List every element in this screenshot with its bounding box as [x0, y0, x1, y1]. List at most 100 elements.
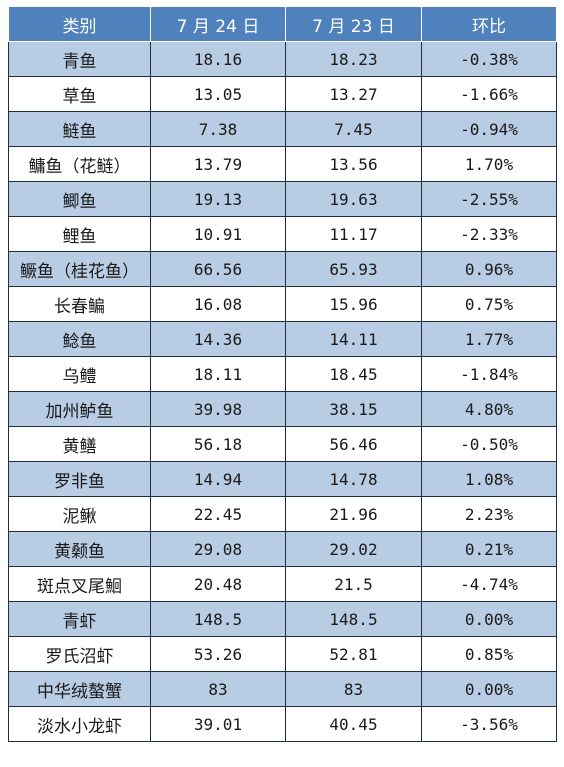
- table-row: 斑点叉尾鮰 20.48 21.5 -4.74%: [8, 566, 557, 602]
- cell-change: -0.94%: [421, 111, 557, 147]
- table-row: 淡水小龙虾 39.01 40.45 -3.56%: [8, 706, 557, 742]
- cell-change: 0.00%: [421, 671, 557, 707]
- cell-change: -1.66%: [421, 76, 557, 112]
- cell-price-jul24: 66.56: [150, 251, 286, 287]
- table-row: 罗氏沼虾 53.26 52.81 0.85%: [8, 636, 557, 672]
- cell-category: 青鱼: [8, 41, 151, 77]
- cell-category: 加州鲈鱼: [8, 391, 151, 427]
- cell-price-jul23: 13.56: [285, 146, 422, 182]
- cell-category: 鲤鱼: [8, 216, 151, 252]
- header-date-jul24: 7 月 24 日: [150, 6, 286, 42]
- cell-price-jul23: 11.17: [285, 216, 422, 252]
- cell-change: -2.33%: [421, 216, 557, 252]
- cell-price-jul23: 148.5: [285, 601, 422, 637]
- cell-price-jul23: 15.96: [285, 286, 422, 322]
- table-row: 长春鳊 16.08 15.96 0.75%: [8, 286, 557, 322]
- cell-price-jul24: 83: [150, 671, 286, 707]
- table-row: 黄鳝 56.18 56.46 -0.50%: [8, 426, 557, 462]
- cell-category: 黄颡鱼: [8, 531, 151, 567]
- cell-price-jul23: 65.93: [285, 251, 422, 287]
- cell-price-jul23: 52.81: [285, 636, 422, 672]
- cell-price-jul23: 29.02: [285, 531, 422, 567]
- cell-category: 青虾: [8, 601, 151, 637]
- cell-change: 0.96%: [421, 251, 557, 287]
- table-row: 加州鲈鱼 39.98 38.15 4.80%: [8, 391, 557, 427]
- cell-price-jul24: 7.38: [150, 111, 286, 147]
- cell-price-jul24: 29.08: [150, 531, 286, 567]
- cell-category: 罗氏沼虾: [8, 636, 151, 672]
- cell-category: 斑点叉尾鮰: [8, 566, 151, 602]
- cell-price-jul24: 14.36: [150, 321, 286, 357]
- cell-price-jul24: 13.05: [150, 76, 286, 112]
- cell-price-jul24: 18.16: [150, 41, 286, 77]
- cell-price-jul23: 14.11: [285, 321, 422, 357]
- cell-price-jul23: 21.96: [285, 496, 422, 532]
- cell-category: 淡水小龙虾: [8, 706, 151, 742]
- cell-price-jul23: 18.23: [285, 41, 422, 77]
- cell-price-jul23: 14.78: [285, 461, 422, 497]
- cell-price-jul24: 10.91: [150, 216, 286, 252]
- cell-price-jul23: 38.15: [285, 391, 422, 427]
- table-row: 青鱼 18.16 18.23 -0.38%: [8, 41, 557, 77]
- cell-price-jul24: 18.11: [150, 356, 286, 392]
- header-category: 类别: [8, 6, 151, 42]
- table-header: 类别 7 月 24 日 7 月 23 日 环比: [8, 6, 557, 42]
- header-row: 类别 7 月 24 日 7 月 23 日 环比: [8, 6, 557, 42]
- cell-change: 0.75%: [421, 286, 557, 322]
- cell-category: 黄鳝: [8, 426, 151, 462]
- cell-category: 鲶鱼: [8, 321, 151, 357]
- cell-category: 泥鳅: [8, 496, 151, 532]
- table-row: 泥鳅 22.45 21.96 2.23%: [8, 496, 557, 532]
- cell-change: 0.21%: [421, 531, 557, 567]
- cell-price-jul24: 39.01: [150, 706, 286, 742]
- table-row: 乌鳢 18.11 18.45 -1.84%: [8, 356, 557, 392]
- cell-price-jul24: 53.26: [150, 636, 286, 672]
- cell-category: 草鱼: [8, 76, 151, 112]
- table-body: 青鱼 18.16 18.23 -0.38% 草鱼 13.05 13.27 -1.66% 鲢鱼 7.…: [8, 41, 557, 742]
- cell-price-jul23: 40.45: [285, 706, 422, 742]
- cell-price-jul23: 13.27: [285, 76, 422, 112]
- cell-price-jul23: 21.5: [285, 566, 422, 602]
- cell-price-jul23: 18.45: [285, 356, 422, 392]
- cell-price-jul24: 14.94: [150, 461, 286, 497]
- cell-category: 鳙鱼（花鲢）: [8, 146, 151, 182]
- cell-change: 2.23%: [421, 496, 557, 532]
- cell-price-jul23: 56.46: [285, 426, 422, 462]
- table-row: 黄颡鱼 29.08 29.02 0.21%: [8, 531, 557, 567]
- cell-change: -2.55%: [421, 181, 557, 217]
- cell-change: -0.50%: [421, 426, 557, 462]
- table-row: 鲫鱼 19.13 19.63 -2.55%: [8, 181, 557, 217]
- table-row: 草鱼 13.05 13.27 -1.66%: [8, 76, 557, 112]
- cell-price-jul23: 7.45: [285, 111, 422, 147]
- cell-category: 乌鳢: [8, 356, 151, 392]
- cell-category: 鲫鱼: [8, 181, 151, 217]
- cell-change: -1.84%: [421, 356, 557, 392]
- table-row: 鲢鱼 7.38 7.45 -0.94%: [8, 111, 557, 147]
- table-row: 鳙鱼（花鲢） 13.79 13.56 1.70%: [8, 146, 557, 182]
- header-date-jul23: 7 月 23 日: [285, 6, 422, 42]
- cell-change: -4.74%: [421, 566, 557, 602]
- cell-category: 罗非鱼: [8, 461, 151, 497]
- cell-price-jul24: 148.5: [150, 601, 286, 637]
- cell-change: 1.70%: [421, 146, 557, 182]
- cell-price-jul23: 83: [285, 671, 422, 707]
- cell-category: 长春鳊: [8, 286, 151, 322]
- cell-category: 中华绒螯蟹: [8, 671, 151, 707]
- cell-change: 0.85%: [421, 636, 557, 672]
- cell-change: 0.00%: [421, 601, 557, 637]
- table-row: 罗非鱼 14.94 14.78 1.08%: [8, 461, 557, 497]
- cell-change: -3.56%: [421, 706, 557, 742]
- table-row: 中华绒螯蟹 83 83 0.00%: [8, 671, 557, 707]
- table-row: 鳜鱼（桂花鱼） 66.56 65.93 0.96%: [8, 251, 557, 287]
- cell-price-jul24: 20.48: [150, 566, 286, 602]
- table-row: 鲶鱼 14.36 14.11 1.77%: [8, 321, 557, 357]
- cell-change: -0.38%: [421, 41, 557, 77]
- cell-category: 鲢鱼: [8, 111, 151, 147]
- cell-price-jul24: 19.13: [150, 181, 286, 217]
- cell-price-jul24: 39.98: [150, 391, 286, 427]
- table-row: 青虾 148.5 148.5 0.00%: [8, 601, 557, 637]
- price-table: 类别 7 月 24 日 7 月 23 日 环比 青鱼 18.16 18.23 -0.3…: [8, 6, 557, 742]
- cell-price-jul24: 16.08: [150, 286, 286, 322]
- cell-change: 1.08%: [421, 461, 557, 497]
- cell-price-jul24: 56.18: [150, 426, 286, 462]
